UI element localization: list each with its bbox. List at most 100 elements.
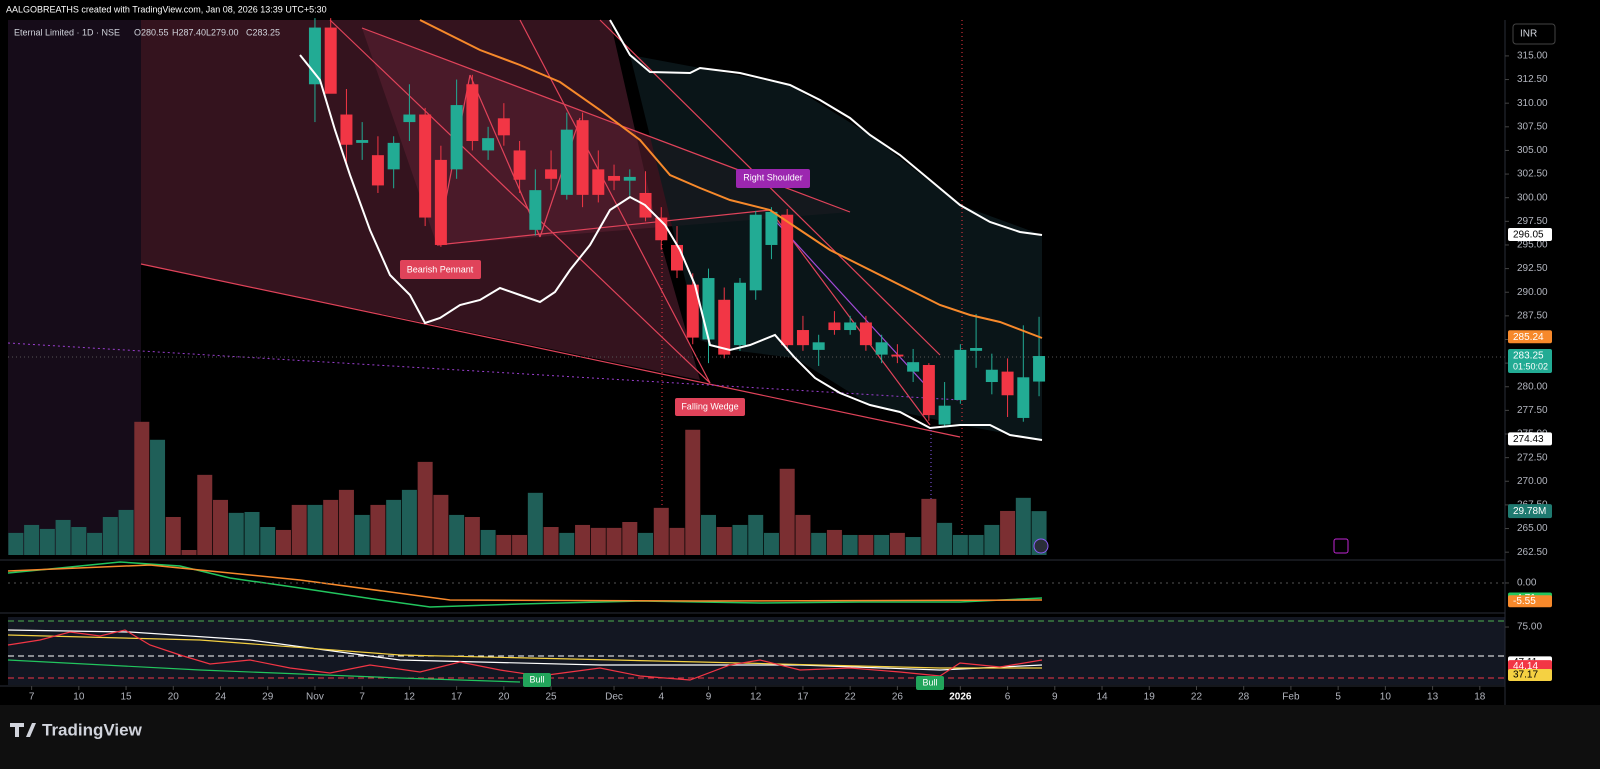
x-tick-label: 4 [658, 692, 664, 703]
event-icon[interactable] [1033, 538, 1049, 554]
volume-bar [244, 511, 260, 555]
x-tick-label: 6 [1005, 692, 1011, 703]
currency[interactable]: INR [1520, 29, 1537, 40]
volume-bar [984, 524, 1000, 555]
candle-body [859, 322, 872, 346]
price-label: 285.24 [1513, 332, 1544, 343]
volume-bar [590, 527, 606, 555]
candle-body [922, 365, 935, 416]
volume-bar [622, 521, 638, 555]
y-tick-label: 305.00 [1517, 145, 1548, 156]
volume-bar [307, 504, 323, 555]
indicator-line [7, 629, 1043, 671]
upper-band [609, 19, 1043, 236]
candle-body [875, 342, 888, 355]
volume-bar [937, 522, 953, 555]
y-tick-label: 75.00 [1517, 622, 1542, 633]
moving-average [419, 19, 1043, 339]
volume-bar [496, 534, 512, 555]
candle-body [608, 175, 621, 181]
volume-bar [197, 474, 213, 555]
volume-bar [464, 516, 480, 555]
indicator-line [7, 659, 521, 683]
volume-bar [39, 528, 55, 555]
candle-body [828, 322, 841, 331]
candle-body [497, 118, 510, 136]
indicator-line [7, 629, 1043, 681]
candle-body [545, 169, 558, 179]
annotation-box [400, 260, 481, 279]
volume-bar [291, 504, 307, 555]
volume-bar [716, 527, 732, 555]
currency-box[interactable] [1512, 23, 1556, 45]
candle-body [718, 299, 731, 355]
x-tick-label: Nov [306, 692, 324, 703]
event-icon[interactable] [1333, 538, 1349, 554]
volume-bar [889, 532, 905, 555]
candle-body [907, 362, 920, 372]
lower-band [299, 54, 1043, 441]
y-tick-label: 277.50 [1517, 405, 1548, 416]
x-tick-label: 25 [546, 692, 558, 703]
y-tick-label: 272.50 [1517, 452, 1548, 463]
volume-bar [338, 489, 354, 555]
y-tick-label: 310.00 [1517, 98, 1548, 109]
volume-bar [669, 527, 685, 555]
x-tick-label: 15 [120, 692, 132, 703]
candle-body [781, 214, 794, 346]
volume-bar [55, 519, 71, 555]
price-label: 283.25 [1513, 351, 1544, 362]
shade [8, 20, 141, 555]
volume-bar [8, 532, 24, 555]
volume-bar [921, 498, 937, 555]
panel-bg [8, 617, 1505, 685]
countdown: 01:50:02 [1513, 361, 1548, 371]
candle-layer [308, 18, 1046, 427]
indicator-line [7, 564, 1043, 602]
price-label-box [1508, 228, 1552, 242]
y-tick-label: 287.50 [1517, 310, 1548, 321]
y-tick-label: 280.00 [1517, 381, 1548, 392]
volume-bar [1015, 497, 1031, 555]
x-tick-label: 22 [845, 692, 857, 703]
x-tick-label: 19 [1144, 692, 1156, 703]
candle-body [733, 282, 746, 346]
value-label-box [1508, 669, 1552, 682]
x-tick-label: 29 [262, 692, 274, 703]
trend-line [7, 342, 961, 401]
axes: 7 10 15 20 24 29 Nov 7 12 17 20 25 Dec 4 9 12 17 22 26 2026… [29, 51, 1552, 703]
volume-bar [512, 534, 528, 555]
x-tick-label: 26 [892, 692, 904, 703]
volume-bar [354, 514, 370, 555]
y-tick-label: 315.00 [1517, 51, 1548, 62]
candle-body [308, 27, 321, 85]
x-tick-label: 20 [168, 692, 180, 703]
volume-bar [795, 514, 811, 555]
brand: TradingView [42, 720, 143, 739]
candle-body [371, 155, 384, 186]
candle-body [970, 347, 983, 351]
price-label: 274.43 [1513, 434, 1544, 445]
candle-body [592, 169, 605, 195]
y-tick-label: 302.50 [1517, 169, 1548, 180]
volume-bar [213, 499, 229, 555]
candle-body [482, 138, 495, 151]
annotation: Falling Wedge [681, 401, 738, 411]
annotation: Bearish Pennant [407, 264, 474, 274]
candle-body [340, 114, 353, 145]
volume-bar [417, 461, 433, 555]
value-label: 44.14 [1513, 661, 1538, 672]
candle-body [356, 140, 369, 143]
volume-bar [150, 439, 166, 555]
price-label-box [1508, 330, 1552, 344]
candle-body [403, 114, 416, 123]
volume-bar [858, 534, 874, 555]
x-tick-label: 12 [404, 692, 416, 703]
volume-bar [543, 527, 559, 555]
volume-bar [559, 532, 575, 555]
x-tick-label: 7 [359, 692, 365, 703]
x-tick-label: 12 [750, 692, 762, 703]
candle-body [844, 322, 857, 331]
candle-body [765, 211, 778, 245]
